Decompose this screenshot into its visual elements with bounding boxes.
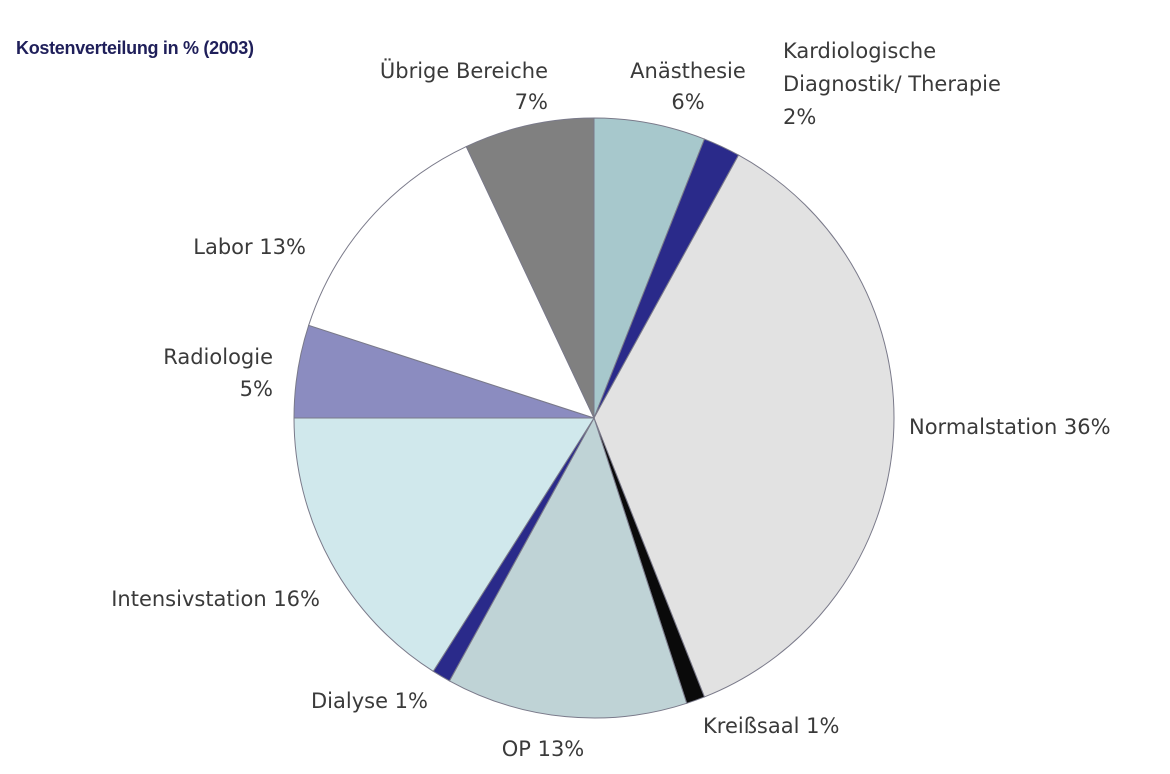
pie-slice-uebrige (465, 117, 595, 419)
slice-label-dialyse: Dialyse 1% (311, 689, 428, 713)
slice-label-line: Diagnostik/ Therapie (783, 72, 1001, 96)
slice-label-line: Kardiologische (783, 39, 936, 63)
slice-label-line: Dialyse 1% (311, 689, 428, 713)
slice-label-line: Radiologie (163, 345, 273, 369)
slice-label-line: 7% (515, 90, 548, 114)
slice-label-op: OP 13% (502, 737, 585, 761)
slice-label-radiologie: Radiologie 5% (163, 345, 273, 401)
slice-label-kardiologie: Kardiologische Diagnostik/ Therapie 2% (783, 39, 1001, 129)
pie-slice-normalstation (593, 154, 895, 698)
slice-label-kreisssaal: Kreißsaal 1% (703, 714, 839, 738)
slice-label-line: Labor 13% (193, 235, 306, 259)
slice-label-uebrige: Übrige Bereiche 7% (380, 58, 548, 114)
pie-slice-intensivstation (293, 417, 595, 672)
chart-title: Kostenverteilung in % (2003) (16, 38, 254, 58)
slice-label-intensivstation: Intensivstation 16% (111, 587, 320, 611)
slice-label-anaesthesie: Anästhesie 6% (630, 59, 746, 114)
slice-label-normalstation: Normalstation 36% (909, 415, 1111, 439)
slice-label-line: Anästhesie (630, 59, 746, 83)
slice-label-line: Übrige Bereiche (380, 58, 548, 83)
slice-label-line: Kreißsaal 1% (703, 714, 839, 738)
slice-label-line: OP 13% (502, 737, 585, 761)
slice-label-line: 6% (671, 90, 704, 114)
slice-label-line: Normalstation 36% (909, 415, 1111, 439)
pie-slices (293, 117, 895, 719)
slice-label-labor: Labor 13% (193, 235, 306, 259)
slice-label-line: 2% (783, 105, 816, 129)
slice-label-line: Intensivstation 16% (111, 587, 320, 611)
pie-slice-labor (308, 145, 595, 419)
pie-labels: Anästhesie 6% Kardiologische Diagnostik/ Th… (111, 39, 1110, 761)
pie-slice-op (448, 416, 688, 719)
slice-label-line: 5% (240, 377, 273, 401)
